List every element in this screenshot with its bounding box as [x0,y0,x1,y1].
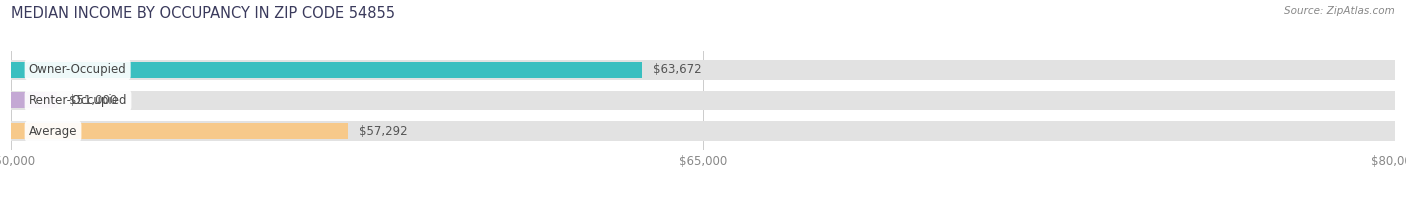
Text: $63,672: $63,672 [654,63,702,76]
Bar [11,121,1395,141]
Text: $57,292: $57,292 [359,125,408,138]
Text: Average: Average [28,125,77,138]
Bar [11,60,1395,80]
Text: Renter-Occupied: Renter-Occupied [28,94,128,107]
Text: Owner-Occupied: Owner-Occupied [28,63,127,76]
Bar [11,92,58,109]
Bar [11,91,1395,110]
Bar [11,62,641,78]
Text: $51,000: $51,000 [69,94,117,107]
Text: MEDIAN INCOME BY OCCUPANCY IN ZIP CODE 54855: MEDIAN INCOME BY OCCUPANCY IN ZIP CODE 5… [11,6,395,21]
Bar [11,123,347,139]
Text: Source: ZipAtlas.com: Source: ZipAtlas.com [1284,6,1395,16]
